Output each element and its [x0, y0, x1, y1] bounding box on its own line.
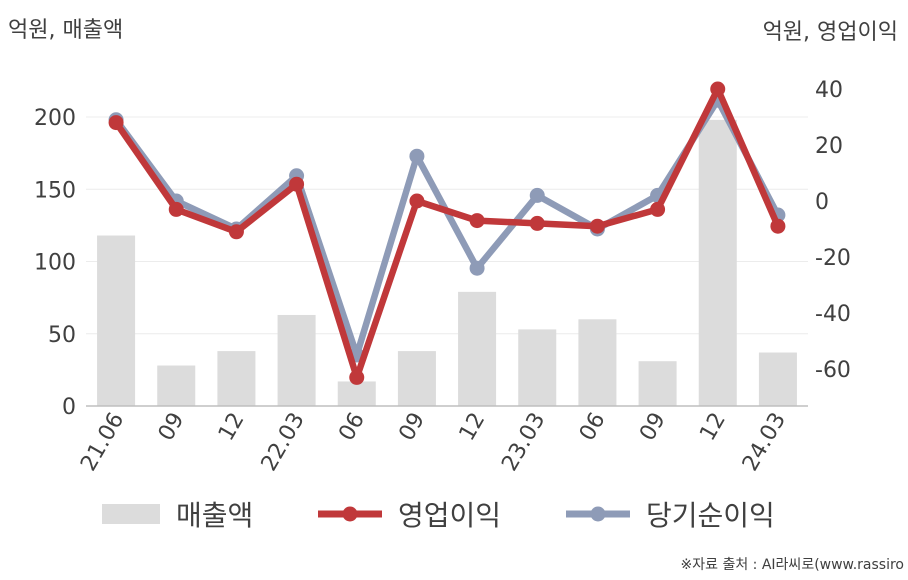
- left-axis-ticks: 0 50 100 150 200: [34, 106, 76, 420]
- operating-profit-point: [650, 201, 666, 217]
- right-tick-label: 40: [815, 78, 843, 103]
- right-axis-title: 억원, 영업이익: [762, 20, 898, 45]
- source-note: ※자료 출처 : AI라씨로(www.rassiro: [680, 557, 904, 573]
- legend-label-net-income: 당기순이익: [646, 499, 775, 532]
- left-tick-label: 50: [48, 323, 76, 348]
- operating-profit-point: [228, 224, 244, 240]
- revenue-bars: [97, 119, 797, 406]
- operating-profit-point: [168, 201, 184, 217]
- revenue-bar: [157, 365, 196, 406]
- legend: 매출액 영업이익 당기순이익: [0, 492, 908, 536]
- legend-item-net-income: 당기순이익: [566, 492, 775, 536]
- legend-label-operating-profit: 영업이익: [398, 499, 502, 532]
- revenue-bar: [758, 352, 797, 406]
- net-income-point: [469, 260, 485, 276]
- revenue-bar: [277, 314, 316, 406]
- x-tick-label: 06: [334, 409, 370, 446]
- right-tick-label: -20: [815, 246, 851, 271]
- left-axis-title: 억원, 매출액: [8, 18, 124, 43]
- revenue-bar: [638, 361, 677, 406]
- operating-profit-point: [529, 215, 545, 231]
- gridlines: [86, 116, 808, 335]
- legend-swatch-operating-profit: [318, 506, 382, 522]
- operating-profit-point: [710, 81, 726, 97]
- x-tick-label: 24.03: [738, 409, 791, 476]
- x-tick-label: 06: [575, 409, 611, 446]
- net-income-line: [112, 96, 782, 359]
- net-income-point: [529, 187, 545, 203]
- net-income-point: [409, 148, 425, 164]
- revenue-bar: [397, 351, 436, 406]
- x-tick-label: 09: [394, 409, 430, 446]
- right-tick-label: 20: [815, 134, 843, 159]
- revenue-bar: [97, 235, 136, 406]
- x-tick-label: 09: [154, 409, 190, 446]
- left-tick-label: 150: [34, 178, 76, 203]
- right-tick-label: -60: [815, 358, 851, 383]
- legend-item-operating-profit: 영업이익: [318, 492, 501, 536]
- operating-profit-point: [289, 176, 305, 192]
- x-tick-label: 23.03: [497, 409, 550, 476]
- x-tick-label: 12: [214, 409, 250, 446]
- legend-label-revenue: 매출액: [176, 499, 254, 532]
- x-tick-label: 22.03: [257, 409, 310, 476]
- revenue-bar: [217, 351, 256, 406]
- operating-profit-point: [469, 213, 485, 229]
- legend-item-revenue: 매출액: [102, 492, 253, 536]
- revenue-bar: [518, 329, 557, 406]
- operating-profit-line: [112, 85, 782, 381]
- legend-swatch-revenue: [102, 504, 160, 524]
- revenue-bar: [458, 291, 497, 406]
- x-axis-ticks: 21.06 09 12 22.03 06 09 12 23.03 06 09 12 24.03: [76, 409, 791, 476]
- left-tick-label: 0: [62, 395, 76, 420]
- operating-profit-point: [108, 115, 124, 131]
- legend-swatch-net-income: [566, 506, 630, 522]
- x-tick-label: 09: [635, 409, 671, 446]
- revenue-bar: [578, 319, 617, 406]
- x-tick-label: 21.06: [76, 409, 129, 476]
- revenue-bar: [337, 381, 376, 406]
- right-axis-ticks: 40 20 0 -20 -40 -60: [815, 78, 851, 383]
- left-tick-label: 100: [34, 251, 76, 276]
- revenue-bar: [698, 119, 737, 406]
- operating-profit-point: [349, 369, 365, 385]
- x-tick-label: 12: [695, 409, 731, 446]
- profit-lines: [108, 81, 786, 385]
- operating-profit-point: [770, 218, 786, 234]
- operating-profit-point: [409, 193, 425, 209]
- x-tick-label: 12: [455, 409, 491, 446]
- right-tick-label: -40: [815, 302, 851, 327]
- left-tick-label: 200: [34, 106, 76, 131]
- right-tick-label: 0: [815, 190, 829, 215]
- operating-profit-point: [589, 218, 605, 234]
